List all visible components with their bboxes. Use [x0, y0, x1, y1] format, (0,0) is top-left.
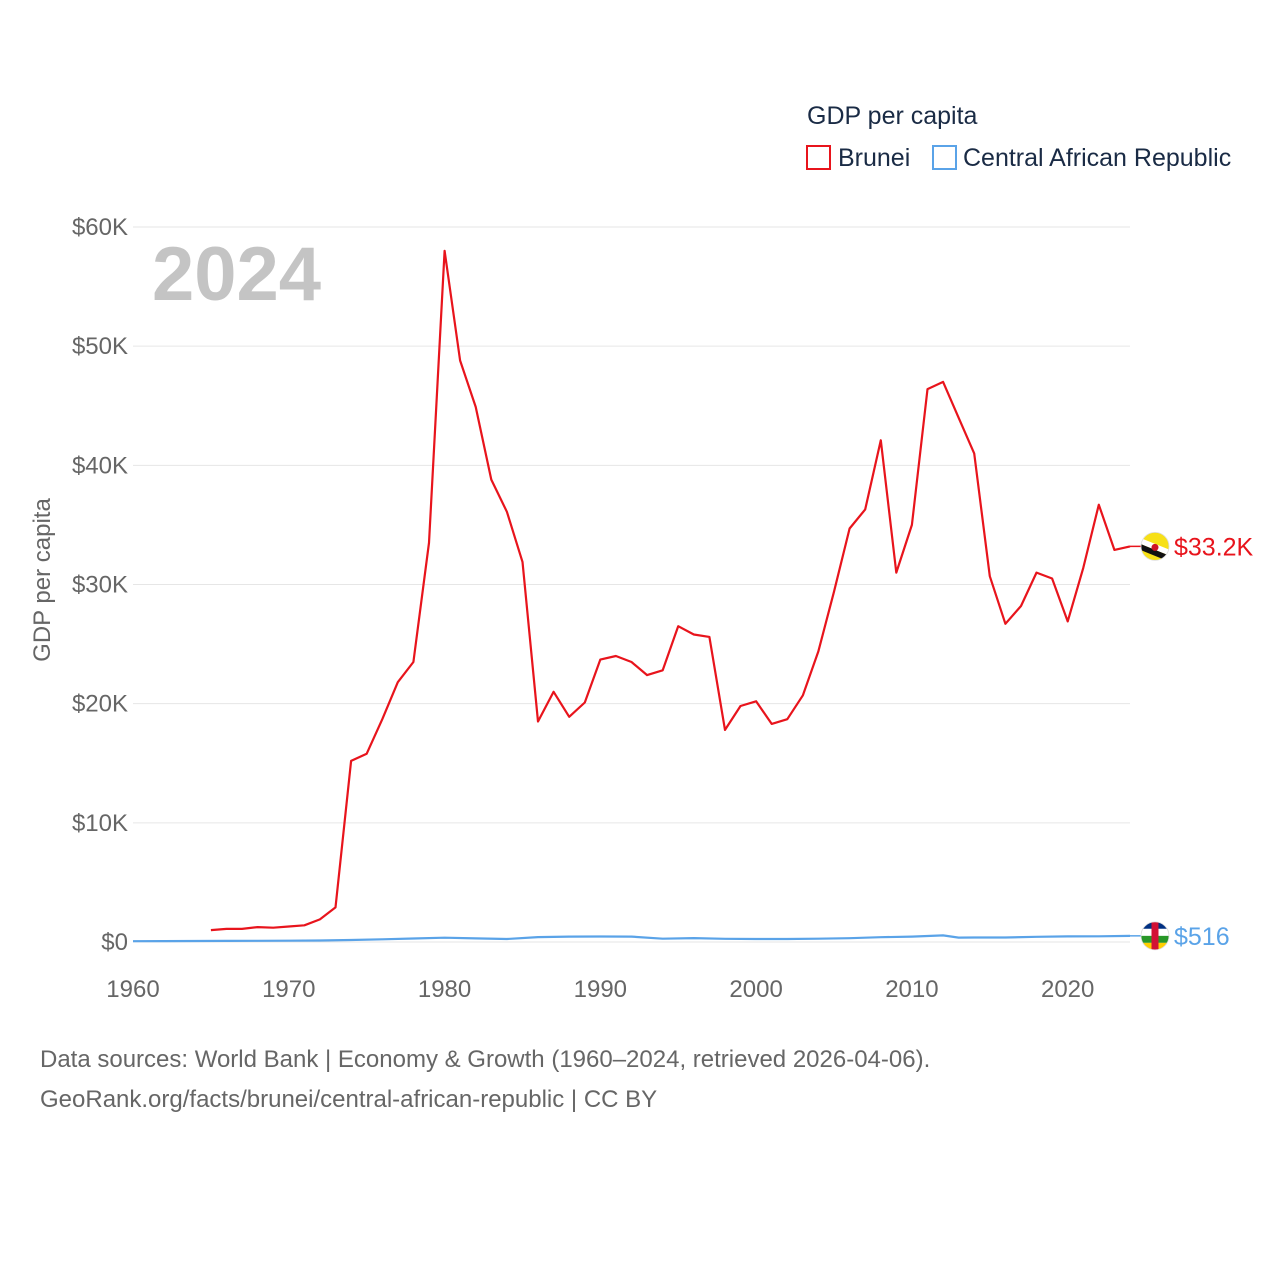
source-footer: Data sources: World Bank | Economy & Gro…	[40, 1040, 930, 1120]
x-axis-ticks: 1960 1970 1980 1990 2000 2010 2020	[106, 976, 1094, 1003]
legend-item-central-african-republic[interactable]: Central African Republic	[932, 144, 1231, 172]
legend-label-brunei: Brunei	[838, 144, 910, 172]
legend-title: GDP per capita	[807, 102, 978, 130]
series-lines	[132, 249, 1131, 943]
y-tick-label: $60K	[72, 214, 128, 241]
y-axis-ticks: $0 $10K $20K $30K $40K $50K $60K	[72, 214, 128, 956]
legend-swatch-central-african-republic	[932, 145, 957, 170]
gridlines	[133, 226, 1130, 943]
x-tick-label: 1980	[418, 976, 471, 1003]
x-tick-label: 1960	[106, 976, 159, 1003]
legend-swatch-brunei	[806, 145, 831, 170]
end-value-label-brunei: $33.2K	[1174, 533, 1254, 561]
central-african-republic-flag-icon	[1140, 921, 1170, 951]
legend-item-brunei[interactable]: Brunei	[806, 144, 910, 172]
y-tick-label: $10K	[72, 810, 128, 837]
series-end-markers: $33.2K $516	[1130, 531, 1254, 951]
y-tick-label: $50K	[72, 333, 128, 360]
y-axis-label: GDP per capita	[29, 498, 56, 662]
legend: GDP per capita Brunei Central African Re…	[806, 102, 1231, 172]
y-tick-label: $0	[101, 929, 128, 956]
source-line: Data sources: World Bank | Economy & Gro…	[40, 1046, 931, 1073]
series-line-brunei	[210, 249, 1131, 932]
y-tick-label: $20K	[72, 691, 128, 718]
x-tick-label: 1970	[262, 976, 315, 1003]
y-tick-label: $30K	[72, 572, 128, 599]
year-watermark: 2024	[152, 232, 321, 317]
x-tick-label: 1990	[574, 976, 627, 1003]
attribution-line: GeoRank.org/facts/brunei/central-african…	[40, 1086, 658, 1113]
x-tick-label: 2020	[1041, 976, 1094, 1003]
end-value-label-central-african-republic: $516	[1174, 923, 1230, 951]
series-line-central-african-republic	[132, 934, 1131, 943]
legend-label-central-african-republic: Central African Republic	[963, 144, 1231, 172]
brunei-flag-icon	[1140, 531, 1170, 561]
x-tick-label: 2000	[729, 976, 782, 1003]
x-tick-label: 2010	[885, 976, 938, 1003]
y-tick-label: $40K	[72, 452, 128, 479]
